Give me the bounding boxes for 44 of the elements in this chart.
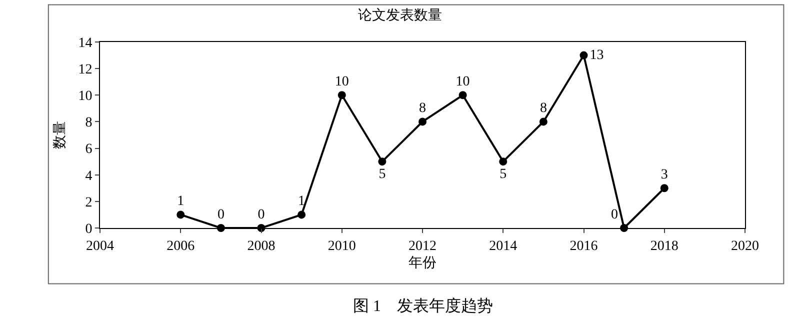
x-tick-label: 2020 — [731, 238, 759, 254]
y-tick-label: 4 — [85, 168, 92, 184]
y-axis-title: 数量 — [52, 121, 68, 149]
x-tick-label: 2014 — [489, 238, 518, 254]
y-tick-label: 10 — [78, 89, 92, 104]
point — [458, 91, 467, 100]
point — [580, 51, 588, 60]
caption: 图 1 发表年度趋势 — [353, 297, 493, 315]
x-tick-label: 2004 — [86, 238, 114, 254]
point — [660, 184, 668, 192]
data-label: 8 — [540, 101, 547, 116]
data-label: 1 — [177, 194, 184, 210]
data-label: 10 — [334, 74, 349, 90]
x-tick-label: 2018 — [650, 238, 678, 254]
x-tick-label: 2010 — [328, 238, 356, 254]
point — [499, 158, 508, 166]
point — [418, 118, 426, 126]
data-label: 5 — [500, 167, 507, 182]
data-label: 8 — [419, 101, 426, 116]
data-label: 3 — [660, 168, 668, 183]
data-label: 10 — [456, 74, 470, 90]
point — [338, 91, 346, 100]
x-tick-label: 2008 — [247, 238, 276, 254]
data-label: 0 — [611, 208, 618, 222]
data-label: 1 — [298, 194, 306, 210]
x-tick-label: 2016 — [570, 238, 598, 254]
data-label: 0 — [258, 208, 265, 222]
y-tick-label: 12 — [78, 62, 92, 78]
point — [539, 118, 548, 126]
point — [176, 210, 185, 219]
x-axis-title: 年份 — [408, 255, 436, 272]
y-tick-label: 14 — [78, 36, 92, 51]
y-tick-label: 2 — [85, 195, 92, 210]
y-tick-label: 6 — [85, 142, 92, 158]
data-label: 0 — [217, 208, 224, 222]
y-tick-label: 0 — [85, 222, 92, 237]
data-label: 5 — [378, 167, 386, 182]
chart-title: 论文发表数量 — [358, 8, 442, 24]
data-label: 13 — [590, 48, 604, 63]
point — [298, 210, 306, 219]
point — [378, 158, 386, 166]
y-tick-label: 8 — [85, 116, 92, 131]
x-tick-label: 2006 — [166, 238, 195, 254]
x-tick-label: 2012 — [408, 238, 436, 254]
